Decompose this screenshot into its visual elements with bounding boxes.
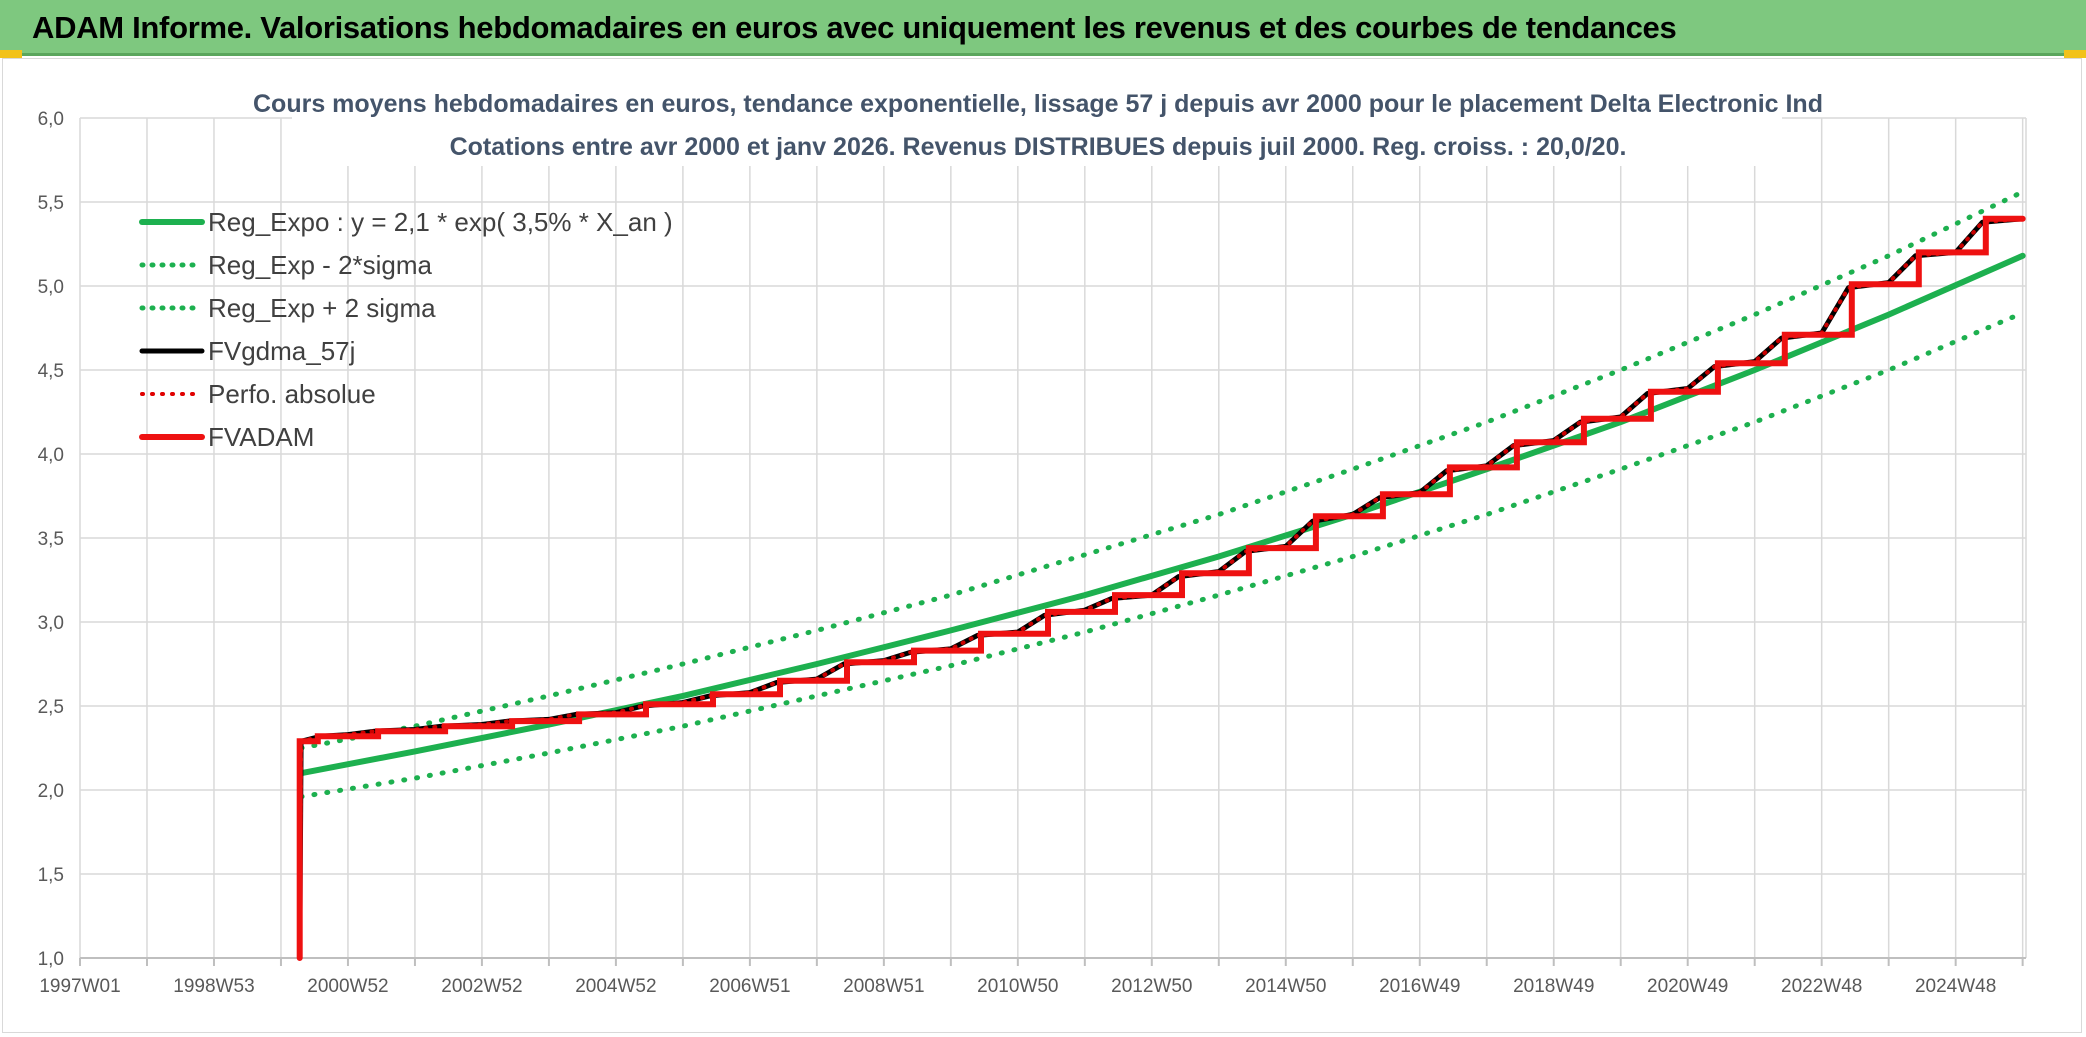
y-tick-label: 4,0: [38, 445, 64, 466]
x-tick-label: 2024W48: [1915, 976, 1996, 997]
x-tick-label: 2000W52: [307, 976, 388, 997]
y-tick-label: 2,5: [38, 697, 64, 718]
y-tick-label: 4,5: [38, 361, 64, 382]
y-tick-label: 5,0: [38, 277, 64, 298]
x-tick-label: 2018W49: [1513, 976, 1594, 997]
y-tick-label: 6,0: [38, 109, 64, 130]
x-tick-label: 2002W52: [441, 976, 522, 997]
y-tick-label: 3,5: [38, 529, 64, 550]
chart-title: Cours moyens hebdomadaires en euros, ten…: [253, 90, 1823, 118]
grid-layer: [79, 117, 2027, 959]
chart-subtitle: Cotations entre avr 2000 et janv 2026. R…: [450, 133, 1627, 161]
chart-frame: [2, 58, 2082, 1033]
y-tick-label: 2,0: [38, 781, 64, 802]
y-tick-label: 1,0: [38, 949, 64, 970]
x-tick-label: 2004W52: [575, 976, 656, 997]
legend-label-5: FVADAM: [208, 422, 314, 452]
legend-label-0: Reg_Expo : y = 2,1 * exp( 3,5% * X_an ): [208, 207, 673, 237]
x-tick-label: 2020W49: [1647, 976, 1728, 997]
x-tick-label: 2022W48: [1781, 976, 1862, 997]
report-header: ADAM Informe. Valorisations hebdomadaire…: [0, 0, 2086, 56]
series-line-0: [298, 252, 2026, 777]
x-tick-label: 2014W50: [1245, 976, 1326, 997]
x-tick-label: 2010W50: [977, 976, 1058, 997]
y-tick-label: 5,5: [38, 193, 64, 214]
series-line-2: [298, 189, 2026, 751]
x-tick-label: 1998W53: [173, 976, 254, 997]
axis-layer: 1,0 1,5 2,0 2,5 3,0 3,5 4,0 4,5 5,0 5,5 6,0 1997W01…: [38, 109, 2026, 997]
x-tick-label: 1997W01: [39, 976, 120, 997]
legend-label-3: FVgdma_57j: [208, 336, 355, 366]
series-line-3: [297, 216, 2026, 961]
report-title: ADAM Informe. Valorisations hebdomadaire…: [32, 10, 1677, 45]
series-line-5: [296, 215, 2026, 961]
title-layer: Cours moyens hebdomadaires en euros, ten…: [253, 82, 1823, 166]
y-tick-label: 1,5: [38, 865, 64, 886]
x-tick-label: 2016W49: [1379, 976, 1460, 997]
x-tick-label: 2008W51: [843, 976, 924, 997]
corner-mark-left: [0, 50, 22, 58]
legend-label-4: Perfo. absolue: [208, 379, 376, 409]
y-tick-label: 3,0: [38, 613, 64, 634]
series-layer: [296, 189, 2026, 961]
x-tick-label: 2012W50: [1111, 976, 1192, 997]
x-tick-label: 2006W51: [709, 976, 790, 997]
corner-mark-right: [2064, 50, 2086, 58]
legend-label-2: Reg_Exp + 2 sigma: [208, 293, 436, 323]
series-line-1: [298, 310, 2026, 800]
legend-label-1: Reg_Exp - 2*sigma: [208, 250, 433, 280]
title-background: [292, 82, 1782, 166]
legend: Reg_Expo : y = 2,1 * exp( 3,5% * X_an ) R…: [139, 207, 673, 452]
